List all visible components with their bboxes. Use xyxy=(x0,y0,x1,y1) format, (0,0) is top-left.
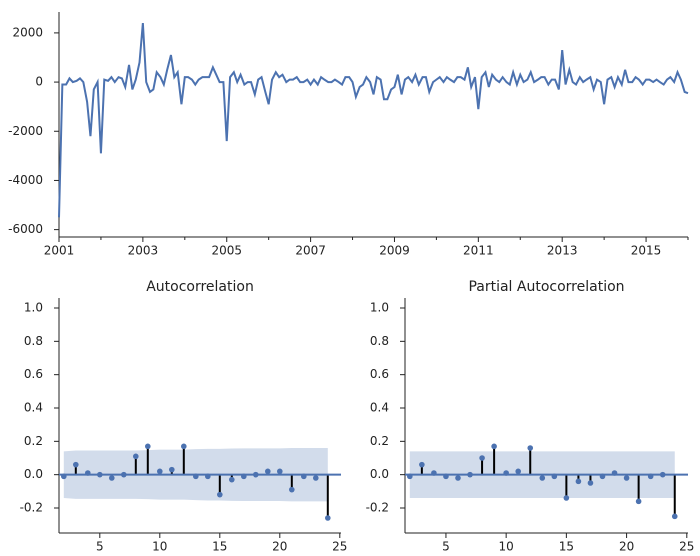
x-tick-label: 5 xyxy=(442,540,450,554)
stem-marker xyxy=(431,470,437,476)
stem-marker xyxy=(407,473,413,480)
stem-marker xyxy=(647,473,654,480)
chart-title: Partial Autocorrelation xyxy=(468,279,624,295)
stem-marker xyxy=(623,475,630,481)
x-tick-label: 2003 xyxy=(128,244,159,258)
x-tick-label: 10 xyxy=(499,540,514,554)
stem-marker xyxy=(133,453,139,460)
stem-marker xyxy=(635,498,642,505)
chart-title: Autocorrelation xyxy=(146,279,254,295)
stem-marker xyxy=(301,473,307,480)
stem-marker xyxy=(503,470,509,476)
x-tick-label: 15 xyxy=(212,540,227,554)
stem-marker xyxy=(539,475,546,481)
stem-marker xyxy=(217,491,223,498)
y-tick-label: -2000 xyxy=(8,124,43,138)
stem-marker xyxy=(289,486,295,493)
y-tick-label: 0.2 xyxy=(24,434,43,448)
stem-marker xyxy=(491,443,497,450)
x-tick-label: 2007 xyxy=(295,244,326,258)
y-tick-label: -4000 xyxy=(8,173,43,187)
stem-marker xyxy=(193,473,199,480)
stem-marker xyxy=(599,473,606,480)
y-tick-label: 0.2 xyxy=(370,434,389,448)
stem-marker xyxy=(455,475,461,481)
stem-marker xyxy=(527,445,534,451)
y-tick-label: 2000 xyxy=(12,25,43,39)
stem-marker xyxy=(169,466,175,473)
stem-marker xyxy=(419,461,425,468)
stem-marker xyxy=(97,471,103,478)
x-tick-label: 2015 xyxy=(631,244,662,258)
y-tick-label: 0.0 xyxy=(24,467,43,481)
stem-marker xyxy=(313,475,319,481)
y-tick-label: 0.4 xyxy=(24,401,43,415)
x-tick-label: 2013 xyxy=(547,244,578,258)
stem-marker xyxy=(443,473,449,480)
stem-marker xyxy=(659,471,666,478)
stem-marker xyxy=(85,470,91,476)
y-tick-label: -0.2 xyxy=(366,501,389,515)
y-tick-label: -6000 xyxy=(8,222,43,236)
stem-marker xyxy=(145,443,151,450)
x-tick-label: 25 xyxy=(332,540,347,554)
stem-marker xyxy=(253,471,259,478)
stem-marker xyxy=(575,478,582,485)
stem-marker xyxy=(73,461,79,468)
y-tick-label: 0 xyxy=(35,75,43,89)
stem-marker xyxy=(325,515,331,521)
stem-marker xyxy=(587,480,594,486)
stem-marker xyxy=(265,468,271,475)
y-tick-label: 1.0 xyxy=(370,301,389,315)
stem-marker xyxy=(671,513,678,520)
y-tick-label: 0.6 xyxy=(370,367,389,381)
stem-marker xyxy=(61,473,67,480)
stem-marker xyxy=(157,468,163,475)
x-tick-label: 25 xyxy=(679,540,694,554)
stem-marker xyxy=(229,476,235,483)
y-tick-label: -0.2 xyxy=(20,501,43,515)
stem-marker xyxy=(563,495,570,501)
stem-marker xyxy=(181,443,187,450)
stem-marker xyxy=(277,468,283,475)
x-tick-label: 2005 xyxy=(211,244,242,258)
stem-marker xyxy=(121,471,127,478)
stem-marker xyxy=(551,473,558,480)
stem-marker xyxy=(241,473,247,480)
x-tick-label: 5 xyxy=(96,540,104,554)
stem-marker xyxy=(467,471,473,478)
stem-marker xyxy=(611,470,618,476)
series-line xyxy=(58,22,689,218)
x-tick-label: 20 xyxy=(272,540,287,554)
stem-marker xyxy=(515,468,521,475)
y-tick-label: 0.8 xyxy=(24,334,43,348)
x-tick-label: 20 xyxy=(619,540,634,554)
y-tick-label: 0.4 xyxy=(370,401,389,415)
y-tick-label: 0.6 xyxy=(24,367,43,381)
y-tick-label: 0.8 xyxy=(370,334,389,348)
stem-marker xyxy=(205,473,211,480)
x-tick-label: 10 xyxy=(152,540,167,554)
x-tick-label: 2011 xyxy=(463,244,494,258)
x-tick-label: 2001 xyxy=(44,244,75,258)
y-tick-label: 0.0 xyxy=(370,467,389,481)
stem-marker xyxy=(479,455,485,461)
x-tick-label: 15 xyxy=(559,540,574,554)
x-tick-label: 2009 xyxy=(379,244,410,258)
y-tick-label: 1.0 xyxy=(24,301,43,315)
stem-marker xyxy=(109,475,115,481)
